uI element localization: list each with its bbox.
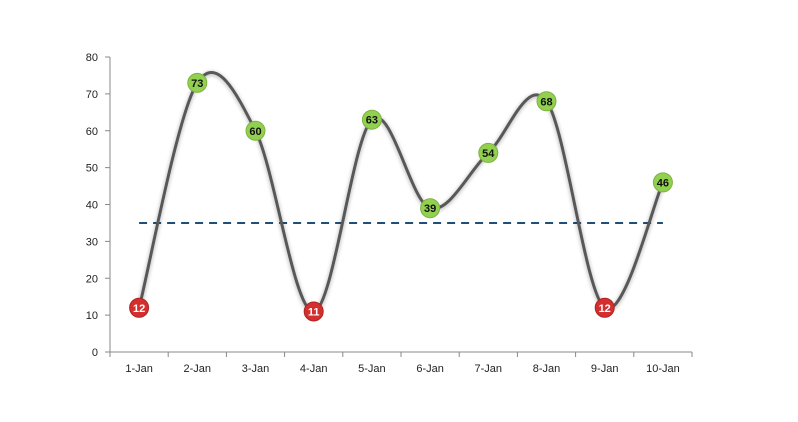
x-tick-label: 3-Jan [242, 363, 270, 375]
y-tick-label: 80 [86, 52, 98, 64]
marker-below-threshold [594, 297, 615, 318]
data-point: 73 [187, 72, 208, 93]
data-point: 46 [652, 172, 673, 193]
x-tick-label: 7-Jan [475, 363, 503, 375]
data-label: 39 [424, 203, 436, 215]
marker-above-threshold [536, 91, 557, 112]
x-tick-label: 9-Jan [591, 363, 619, 375]
x-tick-label: 6-Jan [416, 363, 444, 375]
data-point: 39 [420, 198, 441, 219]
data-label: 60 [249, 126, 261, 138]
x-tick-label: 5-Jan [358, 363, 386, 375]
data-label: 12 [133, 303, 145, 315]
x-tick-label: 1-Jan [125, 363, 153, 375]
data-label: 73 [191, 78, 203, 90]
data-point: 54 [478, 142, 499, 163]
data-point: 63 [361, 109, 382, 130]
data-label: 68 [540, 96, 552, 108]
markers-layer: 12 73 60 11 63 39 54 68 12 46 [129, 72, 673, 322]
data-point: 11 [303, 301, 324, 322]
data-point: 60 [245, 120, 266, 141]
data-point: 12 [129, 297, 150, 318]
y-tick-label: 60 [86, 126, 98, 138]
y-tick-label: 10 [86, 310, 98, 322]
y-tick-label: 0 [92, 347, 98, 359]
data-label: 46 [657, 177, 669, 189]
y-tick-label: 20 [86, 273, 98, 285]
marker-below-threshold [303, 301, 324, 322]
marker-above-threshold [187, 72, 208, 93]
series-line [137, 71, 665, 313]
y-tick-label: 70 [86, 89, 98, 101]
axes: 0 10 20 30 40 50 60 70 80 1-Jan 2-Jan 3-Jan 4-Jan 5-J… [86, 52, 693, 375]
x-tick-label: 2-Jan [184, 363, 212, 375]
data-label: 12 [599, 303, 611, 315]
marker-above-threshold [361, 109, 382, 130]
x-tick-label: 4-Jan [300, 363, 328, 375]
marker-above-threshold [420, 198, 441, 219]
data-label: 11 [308, 306, 320, 318]
data-label: 54 [482, 148, 495, 160]
data-label: 63 [366, 115, 378, 127]
y-tick-label: 50 [86, 163, 98, 175]
x-tick-label: 10-Jan [646, 363, 680, 375]
data-point: 12 [594, 297, 615, 318]
y-tick-label: 40 [86, 200, 98, 212]
series-layer [137, 71, 665, 313]
data-point: 68 [536, 91, 557, 112]
marker-above-threshold [652, 172, 673, 193]
marker-below-threshold [129, 297, 150, 318]
marker-above-threshold [245, 120, 266, 141]
y-tick-label: 30 [86, 236, 98, 248]
x-tick-label: 8-Jan [533, 363, 561, 375]
marker-above-threshold [478, 142, 499, 163]
